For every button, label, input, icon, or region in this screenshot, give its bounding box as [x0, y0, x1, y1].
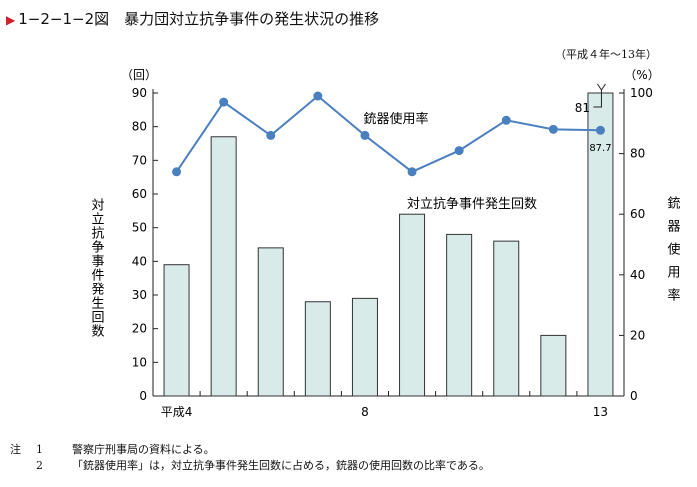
right-tick-label: 80 [630, 147, 645, 161]
left-axis-title: 対立抗争事件発生回数 [89, 198, 105, 338]
rate-point-6 [266, 130, 276, 140]
note-2-lead [10, 458, 36, 474]
left-tick-label: 10 [132, 355, 147, 369]
figure-title: ▶ 1−2−1−2図 暴力団対立抗争事件の発生状況の推移 [6, 8, 379, 29]
annotation-line-value: 87.7 [589, 143, 611, 154]
left-tick-label: 50 [132, 221, 147, 235]
left-tick-label: 20 [132, 322, 147, 336]
rate-point-平成4 [172, 167, 182, 177]
bar-6 [257, 247, 284, 397]
bar-12 [540, 334, 567, 397]
left-tick-label: 0 [139, 389, 147, 403]
annotation-arrowhead-icon [597, 83, 606, 91]
rate-point-13 [595, 125, 605, 135]
title-text: 1−2−1−2図 暴力団対立抗争事件の発生状況の推移 [18, 10, 380, 28]
left-tick-label: 40 [132, 254, 147, 268]
rate-point-12 [548, 124, 558, 134]
bar-8 [351, 297, 378, 397]
combo-chart: 0 10 20 30 40 50 60 70 80 90 0 20 40 60 80 100 （回） （%） 対立抗… [89, 68, 681, 419]
bar-13 [587, 92, 614, 397]
period-label: （平成４年〜13年） [555, 48, 657, 61]
right-tick-label: 20 [630, 328, 645, 342]
notes: 注 1 警察庁刑事局の資料による。 2 「銃器使用率」は，対立抗争事件発生回数に… [10, 442, 490, 474]
bar-9 [399, 213, 426, 397]
note-2-text: 「銃器使用率」は，対立抗争事件発生回数に占める，銃器の使用回数の比率である。 [72, 459, 490, 472]
rate-point-10 [454, 146, 464, 156]
left-tick-label: 60 [132, 187, 147, 201]
right-tick-label: 60 [630, 207, 645, 221]
bar-11 [493, 240, 520, 397]
rate-line [175, 94, 601, 173]
left-tick-label: 80 [132, 120, 147, 134]
bar-5 [210, 136, 237, 397]
rate-point-11 [501, 115, 511, 125]
right-tick-label: 0 [630, 389, 638, 403]
note-1-lead: 注 [10, 443, 21, 456]
right-tick-label: 100 [630, 86, 653, 100]
left-axis-unit: （回） [121, 68, 157, 82]
right-axis-title: 銃器使用率 [665, 196, 681, 311]
left-tick-label: 90 [132, 86, 147, 100]
rate-point-5 [219, 97, 229, 107]
title-marker-icon: ▶ [6, 13, 16, 27]
note-2: 2 「銃器使用率」は，対立抗争事件発生回数に占める，銃器の使用回数の比率である。 [10, 458, 490, 474]
bar-平成4 [163, 264, 190, 397]
x-tick-label: 8 [361, 405, 369, 419]
note-1-text: 警察庁刑事局の資料による。 [72, 443, 215, 456]
note-1: 注 1 警察庁刑事局の資料による。 [10, 442, 490, 458]
note-1-num: 1 [36, 443, 43, 456]
left-tick-label: 70 [132, 153, 147, 167]
left-tick-label: 30 [132, 288, 147, 302]
rate-point-7 [313, 91, 323, 101]
line-series-label: 銃器使用率 [363, 111, 428, 127]
right-tick-label: 40 [630, 268, 645, 282]
x-tick-label: 平成4 [161, 405, 193, 419]
rate-point-9 [407, 167, 417, 177]
note-2-num: 2 [36, 459, 43, 472]
bar-series-label: 対立抗争事件発生回数 [407, 197, 537, 212]
rate-point-8 [360, 130, 370, 140]
annotation-bar-value: 81 [575, 101, 590, 115]
x-tick-label: 13 [593, 405, 608, 419]
annotation-leader [593, 89, 602, 108]
bar-10 [446, 233, 473, 397]
bar-7 [304, 301, 331, 397]
right-axis-unit: （%） [624, 68, 659, 82]
